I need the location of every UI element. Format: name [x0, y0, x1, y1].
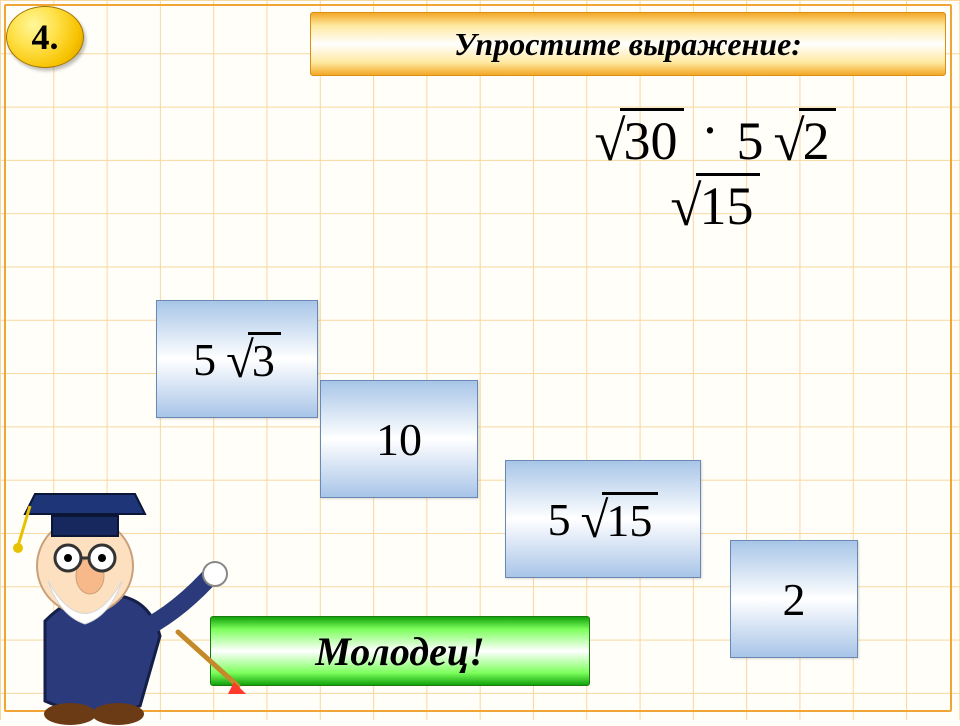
answer-tile-b[interactable]: 10 — [320, 380, 478, 498]
math-expression: 30 · 52 15 — [540, 110, 880, 240]
sqrt-15: 15 — [664, 172, 759, 240]
answer-radicand: 3 — [248, 332, 281, 386]
question-prompt-bar: Упростите выражение: — [310, 12, 946, 76]
answer-tile-a[interactable]: 53 — [156, 300, 318, 418]
feedback-banner: Молодец! — [210, 616, 590, 686]
answer-tile-d[interactable]: 2 — [730, 540, 858, 658]
feedback-text: Молодец! — [315, 628, 484, 675]
fraction-denominator: 15 — [578, 172, 841, 240]
answer-tile-c[interactable]: 5 15 — [505, 460, 701, 578]
answer-coef: 5 — [548, 493, 571, 546]
fraction-numerator: 30 · 52 — [578, 110, 841, 172]
multiply-dot: · — [697, 100, 723, 160]
sqrt-2: 2 — [767, 110, 835, 172]
answer-radicand: 15 — [602, 492, 658, 546]
answer-text: 2 — [783, 573, 806, 626]
question-number-badge: 4. — [6, 6, 84, 68]
answer-coef: 5 — [193, 333, 216, 386]
question-number-text: 4. — [32, 16, 59, 58]
answer-text: 10 — [376, 413, 422, 466]
sqrt-30: 30 — [588, 110, 683, 172]
coef-5: 5 — [736, 111, 763, 171]
question-prompt-text: Упростите выражение: — [454, 26, 802, 63]
fraction: 30 · 52 15 — [578, 110, 841, 240]
sqrt-icon: 3 — [220, 330, 281, 388]
sqrt-icon: 15 — [575, 490, 659, 548]
professor-icon — [0, 446, 250, 726]
